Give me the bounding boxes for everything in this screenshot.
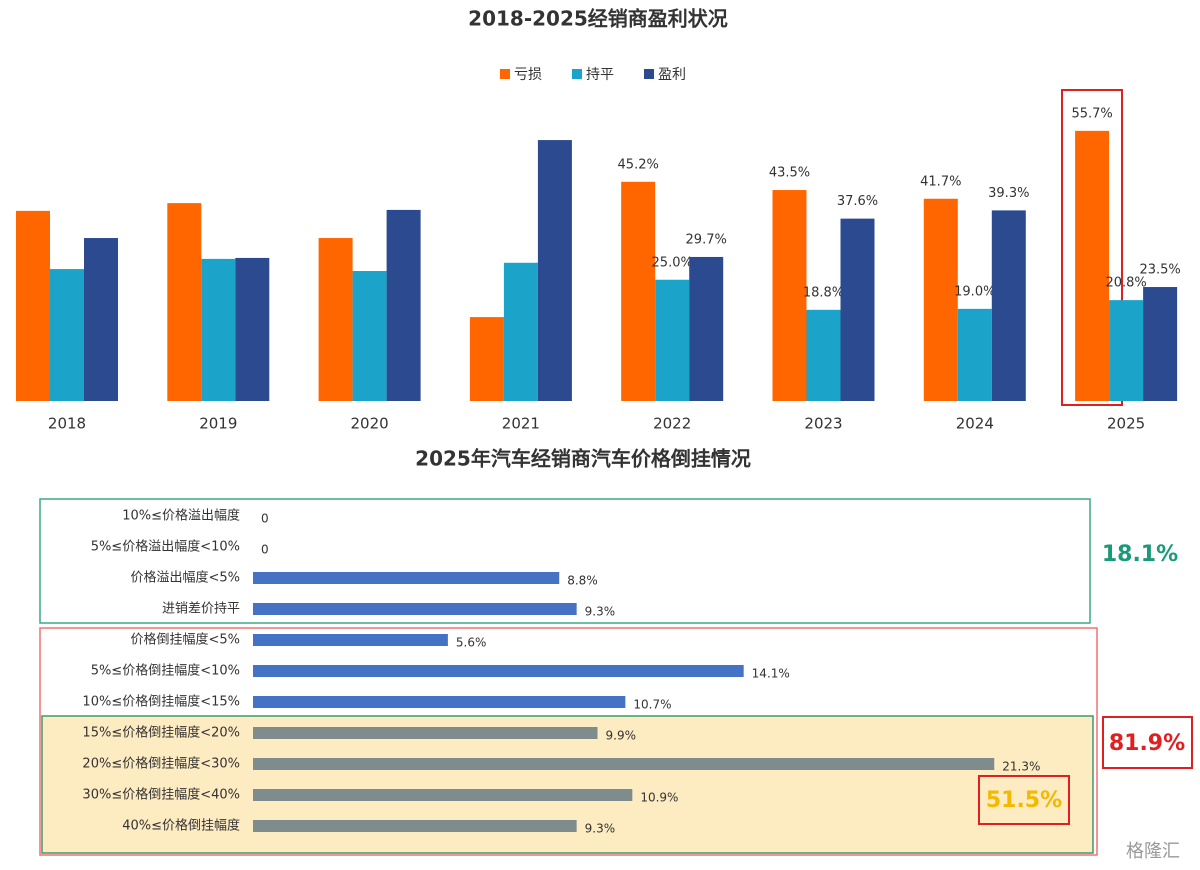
- data-label: 23.5%: [1139, 263, 1180, 278]
- bar: [167, 203, 202, 401]
- bar: [201, 258, 236, 401]
- bar: [806, 309, 841, 401]
- x-tick-label: 2022: [653, 415, 691, 433]
- bar: [253, 603, 577, 615]
- x-tick-label: 2025: [1107, 415, 1145, 433]
- data-label: 14.1%: [752, 667, 790, 681]
- bar: [621, 181, 656, 401]
- bar: [253, 727, 598, 739]
- legend-label: 持平: [586, 67, 614, 83]
- data-label: 41.7%: [920, 174, 961, 189]
- bar: [537, 140, 572, 401]
- bar: [253, 665, 744, 677]
- x-tick-label: 2019: [199, 415, 237, 433]
- x-tick-label: 2024: [956, 415, 994, 433]
- chart-title: 2018-2025经销商盈利状况: [468, 7, 728, 31]
- bar: [957, 308, 992, 401]
- bar: [689, 256, 724, 401]
- data-label: 21.3%: [1002, 760, 1040, 774]
- y-tick-label: 30%≤价格倒挂幅度<40%: [82, 787, 240, 803]
- data-label: 19.0%: [954, 284, 995, 299]
- bar: [352, 271, 387, 401]
- bar: [253, 696, 626, 708]
- y-tick-label: 5%≤价格溢出幅度<10%: [91, 539, 240, 555]
- y-tick-label: 10%≤价格溢出幅度: [122, 508, 240, 524]
- bar: [923, 198, 958, 401]
- y-tick-label: 10%≤价格倒挂幅度<15%: [82, 694, 240, 710]
- group-box: [39, 498, 1091, 624]
- bar: [16, 210, 50, 401]
- data-label: 39.3%: [988, 186, 1029, 201]
- annotation: 81.9%: [1109, 731, 1185, 756]
- data-label: 37.6%: [837, 194, 878, 209]
- x-tick-label: 2023: [804, 415, 842, 433]
- data-label: 20.8%: [1105, 276, 1146, 291]
- highlight-box: [1061, 89, 1123, 406]
- x-tick-label: 2021: [502, 415, 540, 433]
- y-tick-label: 40%≤价格倒挂幅度: [122, 818, 240, 834]
- data-label: 10.9%: [640, 791, 678, 805]
- y-tick-label: 20%≤价格倒挂幅度<30%: [82, 756, 240, 772]
- data-label: 10.7%: [633, 698, 671, 712]
- annotation: 18.1%: [1102, 542, 1178, 567]
- bar: [503, 262, 538, 401]
- legend-swatch: [644, 69, 654, 79]
- bar: [1109, 300, 1144, 401]
- data-label: 55.7%: [1071, 106, 1112, 121]
- data-label: 0: [261, 543, 269, 557]
- y-tick-label: 价格溢出幅度<5%: [130, 570, 240, 586]
- bar: [840, 218, 875, 401]
- legend-swatch: [500, 69, 510, 79]
- x-tick-label: 2020: [351, 415, 389, 433]
- bar: [253, 758, 995, 770]
- bar: [84, 238, 118, 401]
- data-label: 9.9%: [606, 729, 637, 743]
- bar: [1075, 130, 1110, 402]
- bar: [253, 789, 633, 801]
- bar: [386, 209, 421, 401]
- group-box: [39, 627, 1098, 856]
- annotation: 51.5%: [986, 788, 1062, 813]
- y-tick-label: 价格倒挂幅度<5%: [130, 632, 240, 648]
- bar: [318, 238, 353, 401]
- legend-label: 盈利: [658, 67, 686, 83]
- data-label: 25.0%: [652, 255, 693, 270]
- bar: [235, 257, 270, 401]
- bar: [1143, 287, 1178, 401]
- data-label: 45.2%: [618, 157, 659, 172]
- bar: [253, 572, 560, 584]
- y-tick-label: 15%≤价格倒挂幅度<20%: [82, 725, 240, 741]
- data-label: 43.5%: [769, 166, 810, 181]
- bar: [253, 820, 577, 832]
- y-tick-label: 5%≤价格倒挂幅度<10%: [91, 663, 240, 679]
- chart-title: 2025年汽车经销商汽车价格倒挂情况: [415, 447, 751, 471]
- watermark: 格隆汇: [1126, 841, 1180, 862]
- data-label: 29.7%: [686, 232, 727, 247]
- highlight-box: [978, 775, 1070, 825]
- bar: [253, 634, 448, 646]
- bar: [50, 269, 84, 401]
- legend-label: 亏损: [514, 67, 542, 83]
- bar: [772, 190, 807, 401]
- y-tick-label: 进销差价持平: [162, 602, 240, 617]
- data-label: 8.8%: [567, 574, 598, 588]
- data-label: 0: [261, 512, 269, 526]
- data-label: 9.3%: [585, 605, 616, 619]
- bar: [469, 317, 504, 401]
- legend-swatch: [572, 69, 582, 79]
- x-tick-label: 2018: [48, 415, 86, 433]
- bar: [655, 279, 690, 401]
- data-label: 9.3%: [585, 822, 616, 836]
- highlight-box: [1102, 716, 1193, 769]
- data-label: 5.6%: [456, 636, 487, 650]
- data-label: 18.8%: [803, 285, 844, 300]
- bar: [991, 210, 1026, 401]
